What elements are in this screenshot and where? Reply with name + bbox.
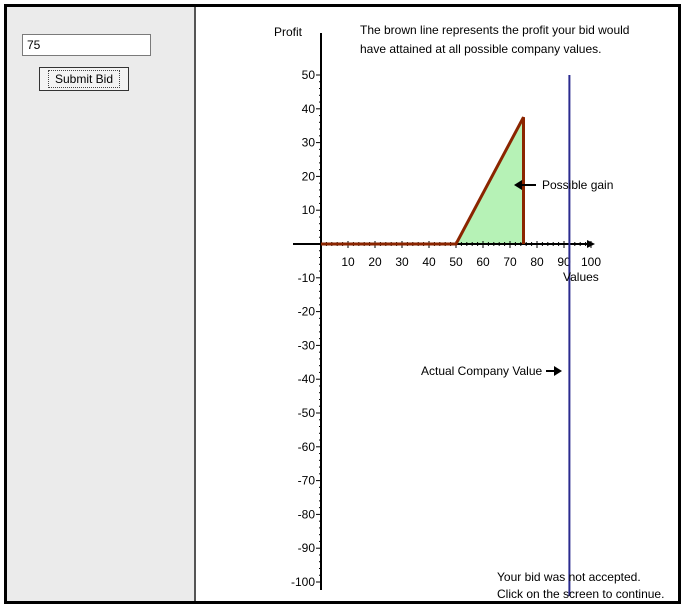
y-tick-label: -80 xyxy=(298,507,316,521)
submit-bid-button[interactable]: Submit Bid xyxy=(39,67,129,91)
y-axis-label: Profit xyxy=(274,25,303,39)
y-tick-label: 30 xyxy=(302,136,316,150)
status-line-2: Click on the screen to continue. xyxy=(497,587,664,601)
possible-gain-label: Possible gain xyxy=(542,178,613,192)
y-tick-label: -70 xyxy=(298,474,316,488)
y-tick-label: -50 xyxy=(298,406,316,420)
x-tick-label: 90 xyxy=(557,255,571,269)
x-tick-label: 30 xyxy=(395,255,409,269)
status-line-1: Your bid was not accepted. xyxy=(497,570,641,584)
y-tick-label: -90 xyxy=(298,541,316,555)
y-tick-label: 20 xyxy=(302,169,316,183)
x-axis-label: Values xyxy=(563,270,599,284)
profit-line xyxy=(321,116,525,246)
x-tick-label: 60 xyxy=(476,255,490,269)
chart-area[interactable]: 10 20 30 40 50 60 70 80 90 100 50 40 30 20 10 -10 -20 -30… xyxy=(196,7,678,601)
x-tick-label: 40 xyxy=(422,255,436,269)
y-tick-label: -30 xyxy=(298,338,316,352)
x-tick-label: 80 xyxy=(530,255,544,269)
y-tick-label: 50 xyxy=(302,68,316,82)
actual-value-arrowhead xyxy=(554,366,562,376)
y-tick-label: -10 xyxy=(298,271,316,285)
actual-value-label: Actual Company Value xyxy=(421,364,543,378)
bid-input[interactable] xyxy=(22,34,151,56)
profit-chart[interactable]: 10 20 30 40 50 60 70 80 90 100 50 40 30 20 10 -10 -20 -30… xyxy=(196,7,678,601)
y-tick-label: 40 xyxy=(302,102,316,116)
x-tick-label: 10 xyxy=(341,255,355,269)
y-tick-label: -60 xyxy=(298,440,316,454)
x-tick-label: 50 xyxy=(449,255,463,269)
possible-gain-arrowhead xyxy=(514,180,522,190)
y-tick-label: 10 xyxy=(302,203,316,217)
chart-note-line-1: The brown line represents the profit you… xyxy=(360,23,629,37)
submit-bid-label: Submit Bid xyxy=(47,70,121,88)
app-window: Submit Bid 10 20 30 40 50 60 70 80 90 100 50 40 30 20… xyxy=(4,4,681,604)
x-tick-label: 20 xyxy=(368,255,382,269)
x-tick-label: 70 xyxy=(503,255,517,269)
bid-panel: Submit Bid xyxy=(7,7,196,601)
y-tick-label: -40 xyxy=(298,372,316,386)
y-tick-label: -20 xyxy=(298,305,316,319)
x-tick-label: 100 xyxy=(581,255,601,269)
chart-note-line-2: have attained at all possible company va… xyxy=(360,42,601,56)
y-tick-label: -100 xyxy=(291,575,315,589)
